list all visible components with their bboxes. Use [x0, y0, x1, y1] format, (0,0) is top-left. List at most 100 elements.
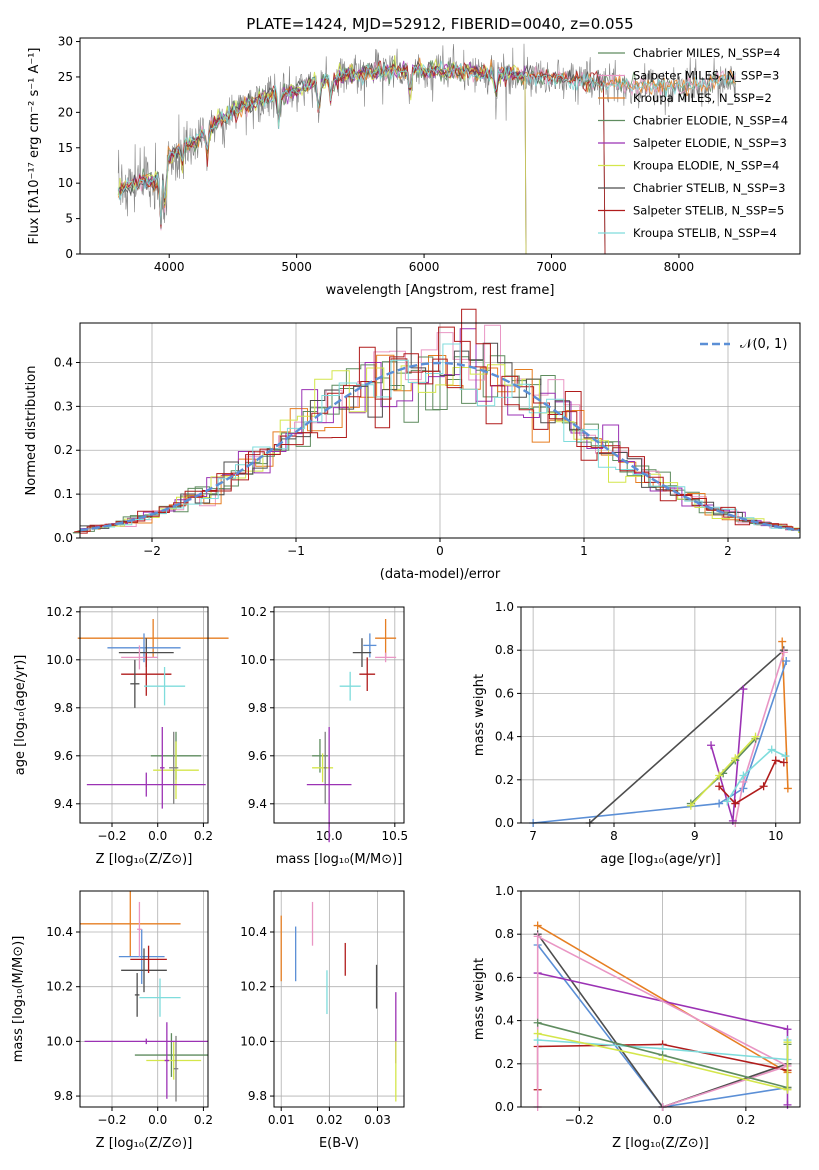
mass-weight-vs-age-ytick-label: 0.4 [495, 730, 514, 744]
mass-weight-line [726, 748, 786, 802]
mass-weight-marker [739, 685, 748, 694]
mass-weight-marker [783, 1100, 792, 1109]
mass-weight-marker [707, 741, 716, 750]
mass-weight-vs-age-frame [520, 606, 801, 824]
residuals-ytick-label: 0.4 [54, 355, 73, 369]
figure-title: PLATE=1424, MJD=52912, FIBERID=0040, z=0… [246, 15, 633, 33]
mass-vs-ebv-ytick-label: 10.2 [240, 980, 267, 994]
mass-vs-z-ytick-label: 9.8 [54, 1089, 73, 1103]
mass-weight-marker [731, 754, 740, 763]
spectrum-ylabel: Flux [fλ10⁻¹⁷ erg cm⁻² s⁻¹ A⁻¹] [27, 48, 42, 245]
mass-weight-marker [767, 745, 776, 754]
mass-weight-marker [533, 932, 542, 941]
mass-vs-z-ylabel: mass [log₁₀(M/M⊙)] [11, 936, 26, 1063]
mass-weight-vs-age-ytick-label: 0.8 [495, 643, 514, 657]
age-vs-z-frame [79, 606, 209, 824]
spectrum-xlabel: wavelength [Angstrom, rest frame] [326, 283, 555, 298]
mass-weight-marker [533, 1018, 542, 1027]
age-vs-mass-ytick-label: 9.6 [248, 749, 267, 763]
gaussian-legend-label: 𝒩(0, 1) [740, 337, 787, 352]
mass-weight-vs-age-ytick-label: 1.0 [495, 600, 514, 614]
age-vs-mass-xtick-label: 10.5 [381, 829, 408, 843]
mass-weight-marker [759, 782, 768, 791]
mass-vs-ebv-ytick-label: 10.4 [240, 925, 267, 939]
spectrum-xtick-label: 7000 [536, 260, 567, 274]
mass-weight-marker [781, 752, 790, 761]
mass-weight-marker [783, 784, 792, 793]
mass-weight-marker [771, 756, 780, 765]
spectrum-ytick-label: 5 [65, 212, 73, 226]
mass-weight-marker [779, 648, 788, 657]
mass-weight-marker [533, 921, 542, 930]
residuals-xtick-label: 1 [580, 544, 588, 558]
mass-vs-ebv-xtick-label: 0.03 [364, 1113, 391, 1127]
spectrum-ytick-label: 10 [58, 176, 73, 190]
legend-entry: Kroupa STELIB, N_SSP=4 [633, 226, 777, 240]
mass-weight-vs-age-xtick-label: 8 [610, 829, 618, 843]
residuals-panel: −2 −1 0 1 2 0.0 0.1 0.2 0.3 0.4 (data-model)/error… [24, 308, 801, 582]
mass-weight-marker [715, 771, 724, 780]
mass-weight-vs-z-xtick-label: 0.0 [653, 1113, 672, 1127]
age-vs-z-xlabel: Z [log₁₀(Z/Z⊙)] [96, 852, 193, 867]
residuals-ytick-label: 0.1 [54, 487, 73, 501]
spectrum-panel: 4000 5000 6000 7000 8000 0 5 10 15 20 25 30 waveleng… [27, 35, 801, 298]
residual-histogram [79, 308, 800, 538]
legend-entry: Kroupa MILES, N_SSP=2 [633, 91, 772, 105]
age-vs-z-ytick-label: 9.8 [54, 701, 73, 715]
age-vs-z-ylabel: age [log₁₀(age/yr)] [13, 655, 28, 776]
mass-weight-marker [731, 799, 740, 808]
mass-weight-vs-z-ytick-label: 0.4 [495, 1014, 514, 1028]
mass-vs-z-ytick-label: 10.2 [46, 980, 73, 994]
mass-weight-marker [686, 801, 695, 810]
mass-weight-vs-z-ytick-label: 0.0 [495, 1100, 514, 1114]
mass-weight-vs-z-xlabel: Z [log₁₀(Z/Z⊙)] [612, 1136, 709, 1151]
residuals-ylabel: Normed distribution [24, 366, 39, 496]
spectrum-ytick-label: 0 [65, 247, 73, 261]
residuals-ytick-label: 0.0 [54, 531, 73, 545]
mass-weight-vs-z-frame [520, 890, 801, 1108]
mass-vs-z-xtick-label: −0.2 [97, 1113, 126, 1127]
mass-weight-marker [783, 1038, 792, 1047]
legend-entry: Chabrier STELIB, N_SSP=3 [633, 181, 785, 195]
residuals-ytick-label: 0.2 [54, 443, 73, 457]
spectrum-xtick-label: 8000 [664, 260, 695, 274]
mass-weight-marker [783, 1025, 792, 1034]
mass-vs-ebv-ytick-label: 9.8 [248, 1089, 267, 1103]
residuals-xtick-label: −2 [143, 544, 161, 558]
spectrum-ytick-label: 20 [58, 105, 73, 119]
legend-entry: Chabrier MILES, N_SSP=4 [633, 46, 780, 60]
spectrum-xtick-label: 5000 [281, 260, 312, 274]
age-vs-mass-ytick-label: 10.0 [240, 653, 267, 667]
mass-weight-vs-age-xtick-label: 9 [691, 829, 699, 843]
mass-vs-z-xtick-label: 0.0 [148, 1113, 167, 1127]
mass-vs-ebv-panel: 0.01 0.02 0.03 9.8 10.0 10.2 10.4 E(B-V) [240, 890, 405, 1151]
mass-weight-vs-age-panel: 7 8 9 10 0.0 0.2 0.4 0.6 0.8 1.0 age [log₁₀(age/yr… [472, 600, 801, 867]
mass-weight-line [734, 652, 785, 824]
age-vs-z-xtick-label: 0.0 [148, 829, 167, 843]
spectrum-xtick-label: 4000 [154, 260, 185, 274]
mass-weight-marker [728, 816, 737, 825]
mass-weight-line [781, 641, 789, 789]
mass-weight-marker [723, 797, 732, 806]
mass-weight-vs-z-xtick-label: 0.2 [736, 1113, 755, 1127]
mass-weight-vs-age-xlabel: age [log₁₀(age/yr)] [600, 852, 721, 867]
legend-entry: Kroupa ELODIE, N_SSP=4 [633, 159, 779, 173]
age-vs-mass-ytick-label: 9.4 [248, 797, 267, 811]
residuals-xtick-label: 0 [436, 544, 444, 558]
mass-weight-marker [533, 1029, 542, 1038]
age-vs-mass-xlabel: mass [log₁₀(M/M⊙)] [276, 852, 403, 867]
mass-weight-vs-z-ytick-label: 0.2 [495, 1057, 514, 1071]
age-vs-z-ytick-label: 10.0 [46, 653, 73, 667]
spectrum-ytick-label: 25 [58, 70, 73, 84]
mass-vs-ebv-xlabel: E(B-V) [319, 1136, 359, 1151]
mass-weight-marker [782, 657, 791, 665]
mass-weight-vs-z-xtick-label: −0.2 [565, 1113, 594, 1127]
mass-vs-z-xtick-label: 0.2 [194, 1113, 213, 1127]
spectrum-xtick-label: 6000 [409, 260, 440, 274]
mass-vs-z-frame [79, 890, 209, 1108]
mass-weight-vs-z-ylabel: mass weight [472, 958, 487, 1040]
spectrum-ytick-label: 15 [58, 141, 73, 155]
legend-entry: Salpeter STELIB, N_SSP=5 [633, 204, 784, 218]
mass-weight-line [690, 736, 757, 807]
